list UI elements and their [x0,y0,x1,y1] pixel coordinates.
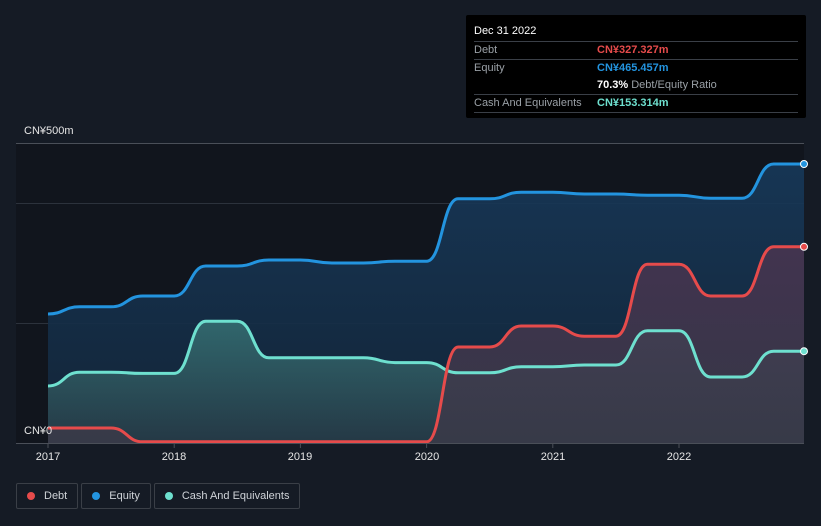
tooltip-row-debt: Debt CN¥327.327m [474,42,798,60]
tooltip-equity-label: Equity [474,62,505,74]
tooltip-debt-value: CN¥327.327m [597,44,669,56]
equity-endpoint-marker [800,160,808,168]
debt-dot-icon [27,492,35,500]
tooltip-row-ratio: 70.3% Debt/Equity Ratio [474,77,798,95]
tooltip-date: Dec 31 2022 [474,23,798,42]
legend-label-cash: Cash And Equivalents [181,490,290,502]
equity-dot-icon [92,492,101,500]
x-tick-2022: 2022 [666,451,692,463]
cash-and-equivalents-line [47,319,804,388]
cash-and-equivalents-endpoint-marker [800,347,808,356]
x-tick-2021: 2021 [540,451,566,463]
tooltip-cash-label: Cash And Equivalents [474,97,582,109]
tooltip-row-equity: Equity CN¥465.457m [474,60,798,77]
cash-dot-icon [164,492,173,500]
y-axis-zero-label: CN¥0 [24,425,53,437]
x-tick-2019: 2019 [287,451,313,463]
series-lines [47,160,808,444]
tooltip-debt-label: Debt [474,44,498,56]
tooltip-equity-value: CN¥465.457m [597,62,669,74]
debt-line [48,245,804,444]
legend-label-equity: Equity [109,490,140,502]
debt-area [48,246,804,443]
tooltip-ratio-label: Debt/Equity Ratio [631,79,717,91]
legend-item-debt[interactable]: Debt [16,483,79,509]
tooltip-cash-value: CN¥153.314m [597,97,669,109]
legend-item-equity[interactable]: Equity [81,483,151,509]
legend-label-debt: Debt [44,490,68,502]
equity-line [47,162,804,316]
tooltip: Dec 31 2022 Debt CN¥327.327m Equity CN¥4… [466,15,806,118]
x-tick-2018: 2018 [161,451,187,463]
tooltip-ratio-value: 70.3% [597,79,629,91]
legend: Debt Equity Cash And Equivalents [16,483,301,509]
debt-endpoint-marker [800,242,808,251]
y-axis-max-label: CN¥500m [24,125,74,137]
x-tick-2017: 2017 [35,451,61,463]
tooltip-row-cash: Cash And Equivalents CN¥153.314m [474,95,798,113]
x-tick-2020: 2020 [414,451,440,463]
series-areas [48,164,804,443]
legend-item-cash[interactable]: Cash And Equivalents [153,483,301,509]
x-axis [16,443,804,448]
